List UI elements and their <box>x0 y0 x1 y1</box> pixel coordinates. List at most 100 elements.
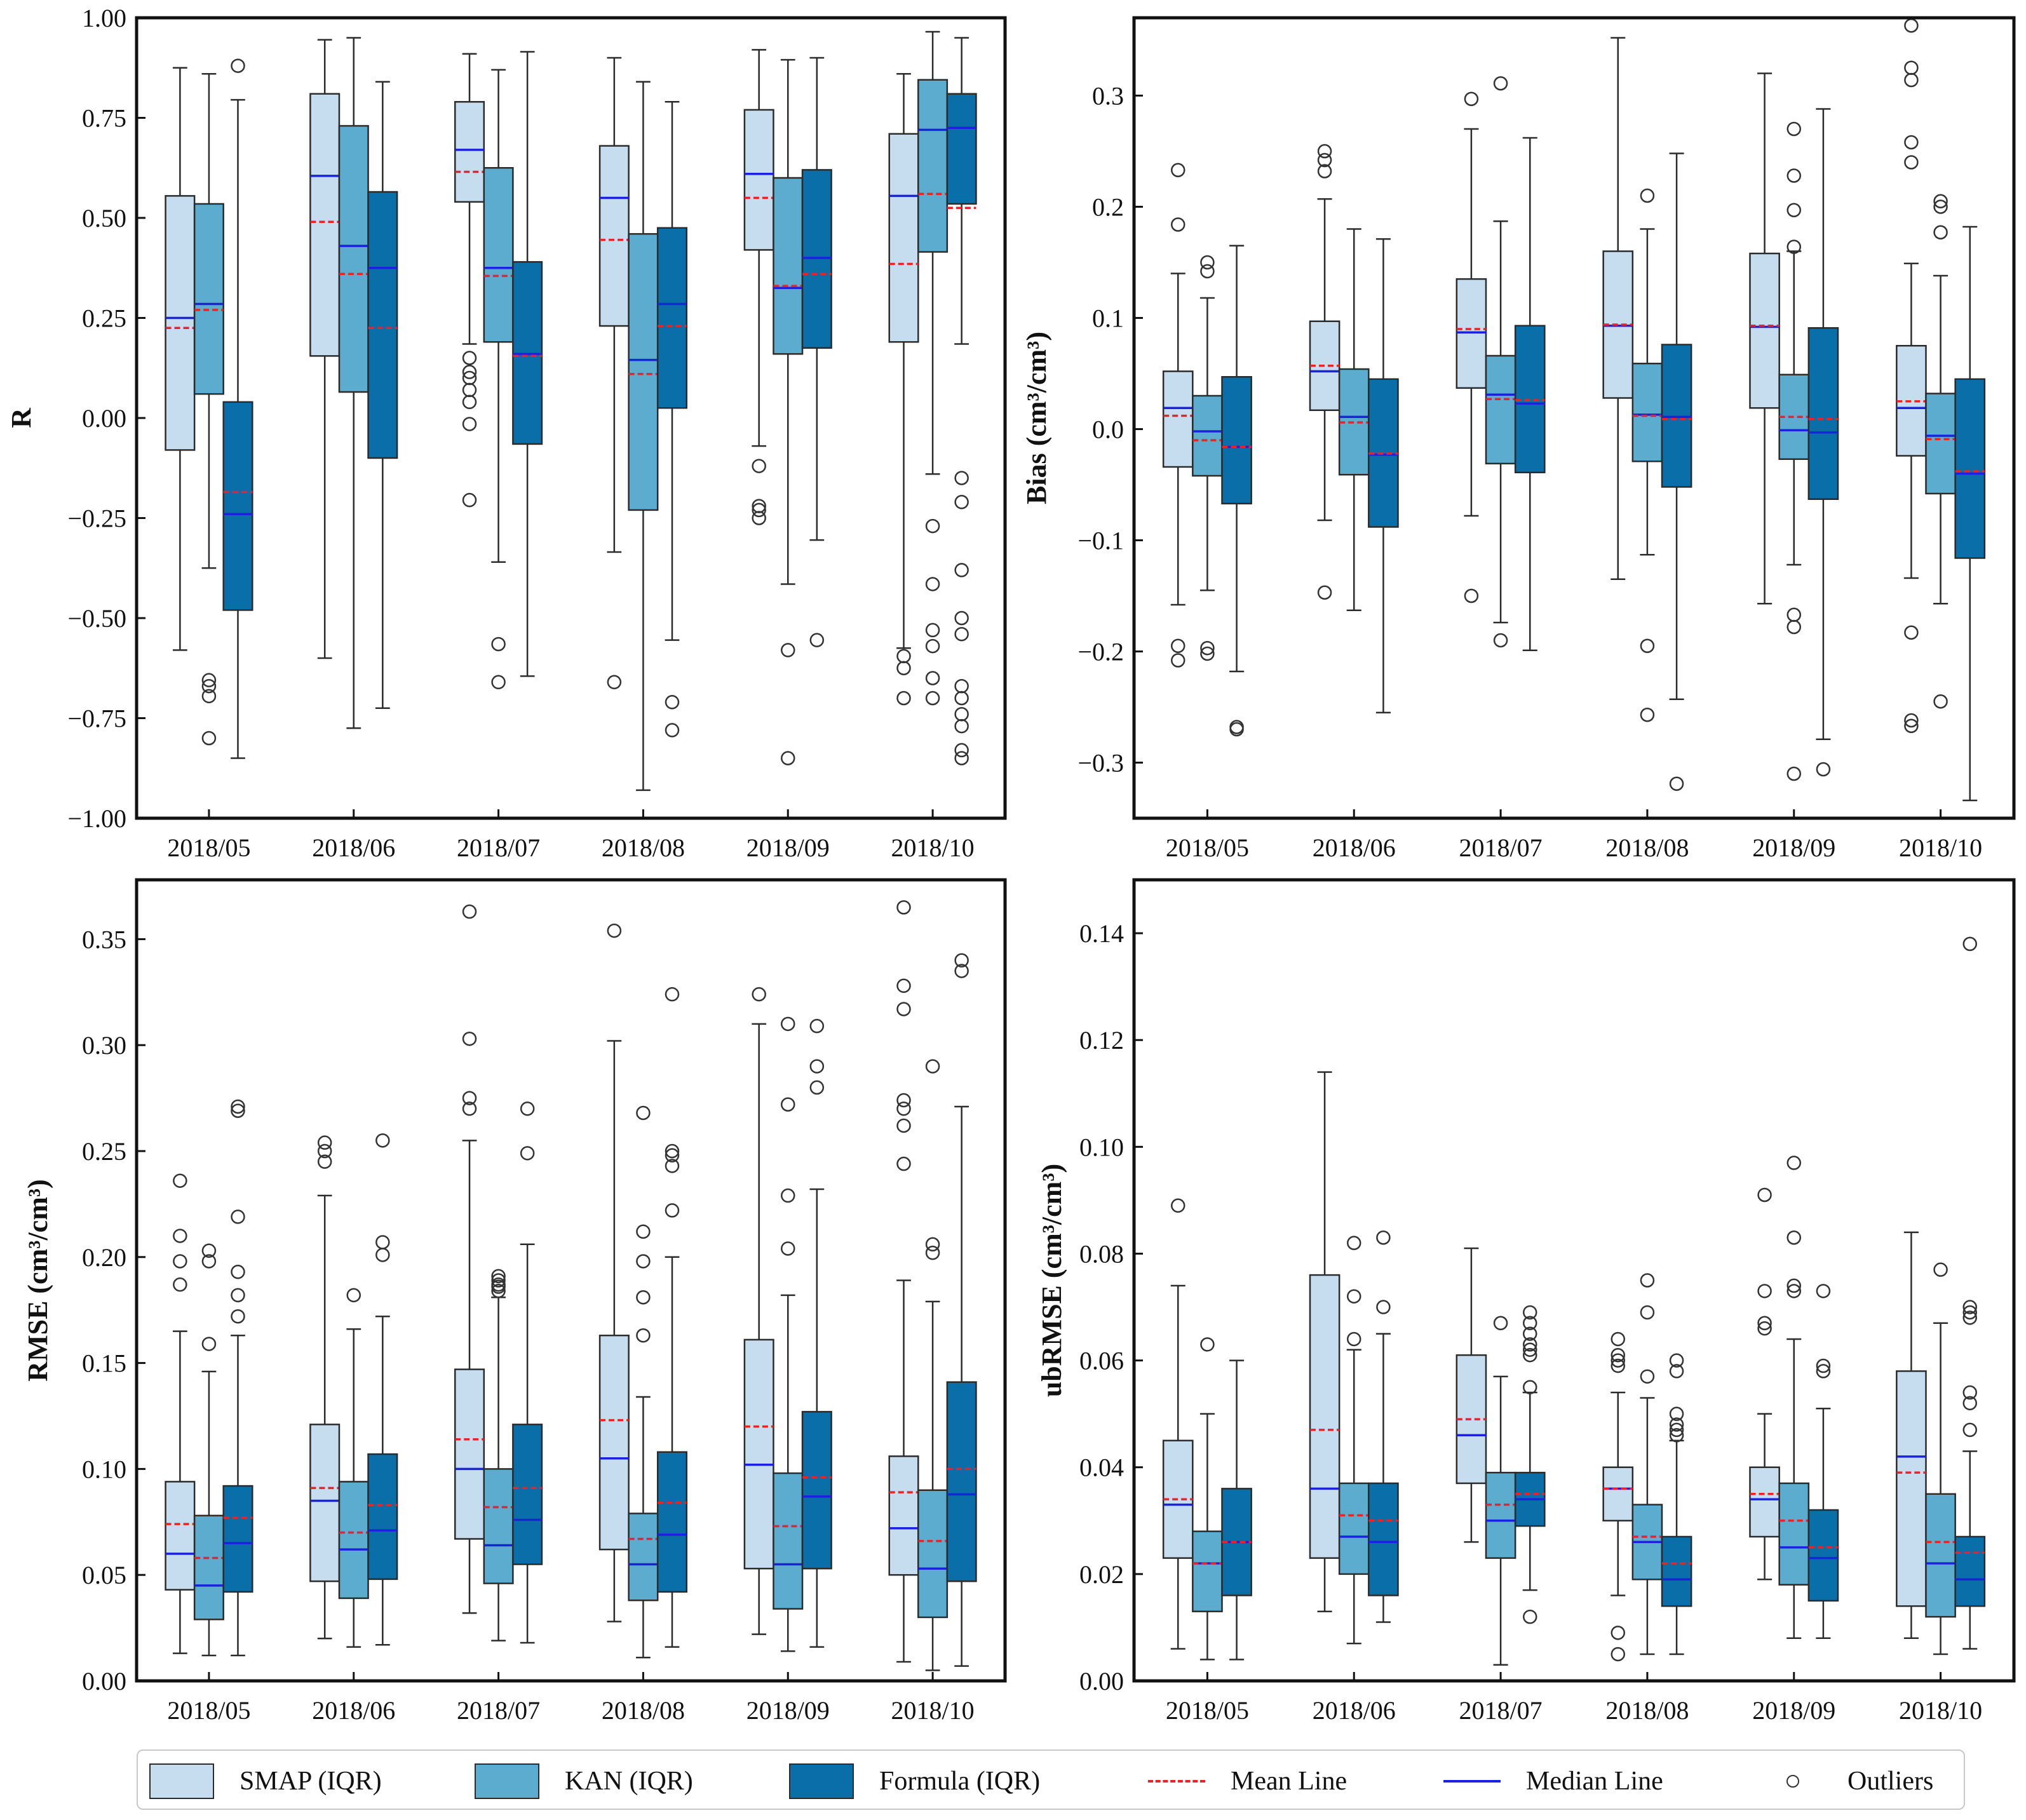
outlier-point <box>462 365 477 379</box>
outlier-point <box>1171 163 1185 177</box>
box-formula <box>1368 1482 1399 1596</box>
x-tick-label: 2018/06 <box>312 833 395 862</box>
outlier-point <box>1904 72 1919 88</box>
box-formula <box>222 401 253 611</box>
outlier-point <box>925 518 940 534</box>
ubrmse-panel: 0.00 0.02 0.04 0.06 0.08 0.10 0.12 0.14 2018/05 2… <box>1036 878 2016 1725</box>
outlier-point <box>201 673 217 687</box>
outlier-point <box>1171 638 1185 653</box>
outlier-point <box>752 502 766 518</box>
box-kan <box>917 1489 949 1619</box>
outlier-point <box>1171 1198 1185 1213</box>
box-kan <box>1485 354 1516 464</box>
outlier-point <box>1317 585 1332 600</box>
outlier-point <box>1669 1353 1684 1368</box>
x-tick-label: 2018/07 <box>1459 1696 1543 1725</box>
outlier-point <box>201 1254 217 1269</box>
outlier-point <box>1493 76 1508 91</box>
outlier-point <box>925 623 940 638</box>
outlier-point <box>1200 641 1215 656</box>
y-tick-label: 0.14 <box>1079 919 1124 948</box>
outlier-point <box>1317 152 1332 168</box>
box-kan <box>1338 1482 1370 1575</box>
outlier-point <box>1347 1236 1361 1250</box>
outlier-point <box>1904 625 1919 640</box>
y-tick-label: −0.1 <box>1077 527 1124 555</box>
box-kan <box>193 1514 224 1621</box>
legend-item-median: Median Line <box>1443 1751 1663 1811</box>
legend: SMAP (IQR) KAN (IQR) Formula (IQR) Mean … <box>137 1749 1965 1810</box>
outlier-point <box>896 1102 911 1116</box>
x-tick-label: 2018/05 <box>1166 1696 1249 1725</box>
outlier-point <box>1611 1347 1625 1363</box>
outlier-point <box>636 1105 651 1121</box>
outlier-point <box>809 1018 825 1034</box>
x-tick-label: 2018/10 <box>891 1696 975 1725</box>
x-tick-label: 2018/08 <box>602 1696 685 1725</box>
legend-item-formula: Formula (IQR) <box>789 1751 1040 1811</box>
legend-item-mean: Mean Line <box>1148 1751 1347 1811</box>
outlier-point <box>491 1269 506 1284</box>
y-tick-label: 0.00 <box>1079 1667 1124 1695</box>
y-tick-label: 0.06 <box>1079 1347 1124 1375</box>
outlier-point <box>665 1143 680 1159</box>
box-kan <box>1192 1530 1223 1612</box>
outlier-point <box>954 953 969 968</box>
outlier-point <box>1171 653 1185 668</box>
outlier-point <box>1640 638 1655 653</box>
x-tick-label: 2018/05 <box>167 1696 250 1725</box>
y-tick-label: −0.2 <box>1077 638 1124 666</box>
legend-label-mean: Mean Line <box>1231 1766 1347 1796</box>
outlier-point <box>1962 1396 1977 1411</box>
outlier-point <box>665 1203 680 1218</box>
x-tick-label: 2018/08 <box>1605 1696 1689 1725</box>
outlier-point <box>1464 91 1479 106</box>
outlier-point <box>173 1254 187 1269</box>
outlier-point <box>896 978 911 994</box>
y-tick-label: −1.00 <box>67 804 126 833</box>
box-smap <box>309 93 341 357</box>
y-tick-label: 0.00 <box>82 404 126 433</box>
outlier-point <box>1786 1230 1801 1245</box>
box-smap <box>888 1455 919 1576</box>
outlier-point <box>1640 1369 1655 1384</box>
outlier-point <box>1962 1305 1977 1320</box>
outlier-point <box>1611 1647 1625 1662</box>
legend-item-smap: SMAP (IQR) <box>149 1751 382 1811</box>
outlier-point <box>896 661 911 675</box>
box-formula <box>656 227 688 409</box>
y-tick-label: 0.10 <box>1079 1133 1124 1161</box>
x-tick-label: 2018/10 <box>1899 833 1982 862</box>
outlier-point <box>317 1135 332 1150</box>
y-tick-label: 0.04 <box>1079 1453 1124 1482</box>
box-formula <box>1954 378 1986 559</box>
y-tick-label: 0.75 <box>82 104 126 133</box>
x-tick-label: 2018/10 <box>1899 1696 1982 1725</box>
outlier-point <box>665 987 680 1002</box>
outlier-point <box>1757 1321 1772 1336</box>
outlier-point <box>896 900 911 915</box>
x-tick-label: 2018/09 <box>746 833 830 862</box>
outlier-point <box>1786 239 1801 254</box>
outlier-point <box>231 1309 245 1324</box>
outlier-point <box>1786 766 1801 781</box>
y-tick-label: −0.75 <box>67 704 126 733</box>
box-kan <box>338 1481 369 1600</box>
outlier-point <box>954 964 969 978</box>
box-kan <box>773 1472 804 1610</box>
y-tick-label: 0.05 <box>82 1561 126 1589</box>
outlier-point <box>896 649 911 664</box>
outlier-point <box>491 1273 506 1288</box>
x-tick-label: 2018/07 <box>457 833 540 862</box>
outlier-point <box>201 1243 217 1258</box>
axes-frame <box>1132 16 2016 820</box>
outlier-point <box>462 394 477 410</box>
y-tick-label: 0.15 <box>82 1349 126 1378</box>
outlier-point <box>173 1277 187 1292</box>
outlier-point <box>1523 1342 1537 1358</box>
box-smap <box>1749 1466 1780 1538</box>
axes-frame <box>135 16 1007 820</box>
outlier-point <box>173 1229 187 1243</box>
outlier-point <box>462 1091 477 1105</box>
box-kan <box>773 177 804 355</box>
